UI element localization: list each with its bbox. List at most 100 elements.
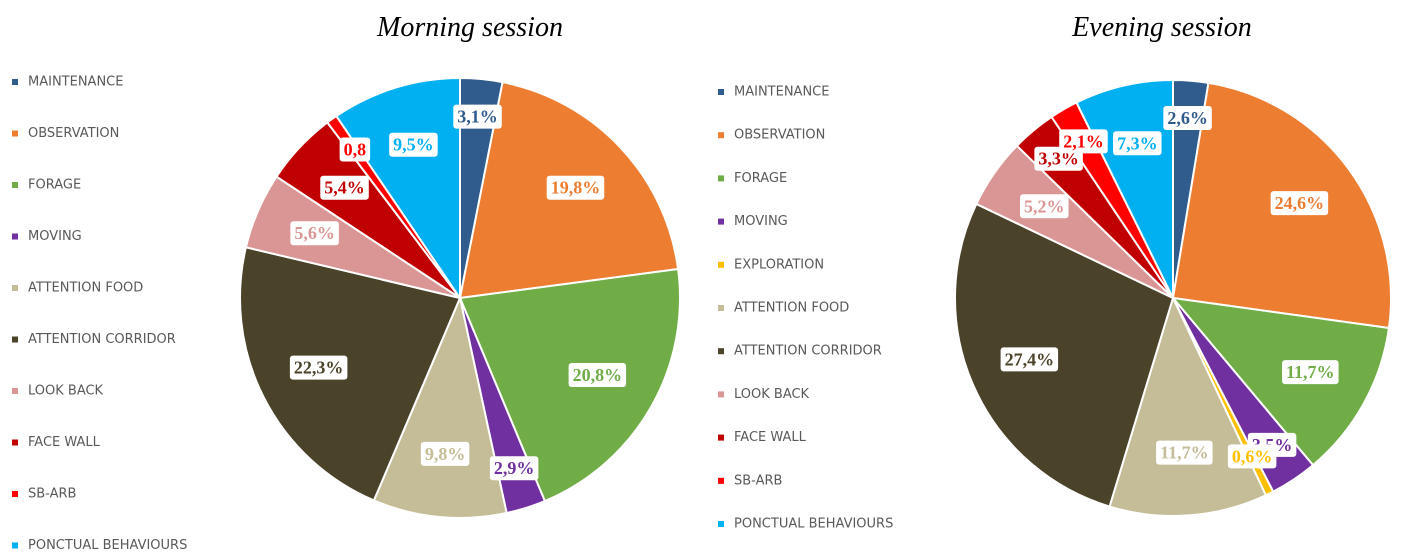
- value-label: 20,8%: [568, 363, 627, 388]
- legend-swatch: [718, 434, 724, 441]
- value-label: 2,9%: [489, 456, 539, 481]
- value-label: 11,7%: [1282, 360, 1339, 385]
- value-label-text: 3,3%: [1038, 149, 1079, 169]
- value-label-box: [1270, 191, 1329, 216]
- legend-swatch: [718, 391, 724, 398]
- legend-swatch: [12, 388, 18, 394]
- legend-swatch: [718, 89, 724, 95]
- value-label: 3,1%: [453, 104, 502, 129]
- legend-label: SB-ARB: [28, 487, 76, 502]
- legend-label: ATTENTION FOOD: [734, 301, 849, 316]
- value-label-text: 24,6%: [1275, 193, 1325, 213]
- value-label-text: 5,4%: [324, 178, 365, 198]
- value-label: 0,8: [339, 137, 371, 162]
- legend-swatch: [12, 79, 18, 85]
- value-label: 24,6%: [1270, 191, 1329, 216]
- value-label: 0,6%: [1227, 444, 1277, 469]
- legend-label: FORAGE: [28, 178, 81, 193]
- legend-label: MOVING: [734, 214, 788, 229]
- legend-swatch: [718, 348, 724, 355]
- value-label: 2,6%: [1163, 105, 1212, 130]
- legend-label: OBSERVATION: [28, 126, 119, 141]
- value-label-text: 20,8%: [573, 365, 623, 385]
- value-label-text: 11,7%: [1160, 443, 1209, 463]
- value-label: 9,5%: [389, 132, 438, 157]
- legend-swatch: [12, 439, 18, 446]
- legend-swatch: [718, 305, 724, 311]
- value-label: 7,3%: [1113, 131, 1162, 156]
- pie-slice: [239, 246, 462, 502]
- legend-label: ATTENTION CORRIDOR: [28, 332, 176, 347]
- value-label-text: 19,8%: [551, 178, 601, 198]
- legend-label: FORAGE: [734, 171, 787, 186]
- value-label: 9,8%: [420, 441, 470, 466]
- legend-swatch: [12, 130, 18, 137]
- legend-label: ATTENTION FOOD: [28, 281, 143, 296]
- value-label-box: [420, 441, 470, 466]
- value-label-text: 22,3%: [294, 358, 344, 378]
- legend-swatch: [718, 175, 724, 182]
- pie-slice: [1108, 295, 1268, 517]
- legend-label: EXPLORATION: [734, 257, 824, 272]
- value-label-text: 2,9%: [494, 458, 535, 478]
- value-label: 11,7%: [1156, 440, 1213, 465]
- legend-label: FACE WALL: [734, 430, 807, 445]
- legend-label: OBSERVATION: [734, 128, 825, 143]
- legend-label: SB-ARB: [734, 473, 782, 488]
- value-label-box: [1113, 131, 1162, 156]
- value-label-box: [1059, 129, 1108, 154]
- value-label-text: 2,6%: [1167, 108, 1208, 128]
- legend-label: PONCTUAL BEHAVIOURS: [28, 538, 187, 553]
- value-label-box: [290, 221, 339, 246]
- legend-swatch: [12, 285, 18, 291]
- value-label-box: [568, 363, 627, 388]
- chart-title: Morning session: [376, 12, 563, 43]
- value-label-box: [289, 355, 348, 380]
- value-label-text: 0,6%: [1232, 446, 1273, 466]
- value-label-text: 27,4%: [1005, 349, 1055, 369]
- legend-swatch: [12, 336, 18, 343]
- value-label: 5,2%: [1020, 194, 1069, 219]
- value-label-box: [453, 104, 502, 129]
- legend-swatch: [718, 261, 724, 268]
- legend-label: MOVING: [28, 229, 82, 244]
- legend-label: PONCTUAL BEHAVIOURS: [734, 517, 893, 532]
- value-label-box: [489, 456, 539, 481]
- value-label-box: [339, 137, 371, 162]
- legend-label: LOOK BACK: [734, 387, 810, 402]
- value-label-box: [1227, 444, 1277, 469]
- value-label: 27,4%: [1000, 347, 1059, 372]
- value-label-box: [546, 175, 605, 200]
- value-label-box: [1163, 105, 1212, 130]
- value-label-box: [1156, 440, 1213, 465]
- legend-swatch: [718, 218, 724, 225]
- value-label-box: [320, 175, 369, 200]
- value-label-text: 3,1%: [457, 107, 498, 127]
- legend-swatch: [718, 521, 724, 527]
- value-label: 5,4%: [320, 175, 369, 200]
- value-label-box: [1282, 360, 1339, 385]
- value-label-text: 7,3%: [1117, 133, 1158, 153]
- value-label-text: 9,8%: [425, 444, 466, 464]
- value-label-box: [1020, 194, 1069, 219]
- pie-slice: [372, 294, 508, 519]
- value-label: 2,1%: [1059, 129, 1108, 154]
- value-label-text: 5,2%: [1024, 196, 1065, 216]
- pie-slice: [954, 202, 1175, 508]
- value-label-text: 11,7%: [1286, 362, 1335, 382]
- value-label-text: 0,8: [344, 140, 367, 160]
- legend-swatch: [12, 182, 18, 188]
- pie-slice: [1170, 296, 1391, 467]
- legend-label: MAINTENANCE: [734, 85, 829, 100]
- value-label-text: 5,6%: [294, 223, 335, 243]
- legend-label: FACE WALL: [28, 435, 101, 450]
- legend-label: LOOK BACK: [28, 384, 104, 399]
- legend-swatch: [718, 132, 724, 139]
- value-label: 19,8%: [546, 175, 605, 200]
- legend-label: ATTENTION CORRIDOR: [734, 344, 882, 359]
- value-label-box: [389, 132, 438, 157]
- legend-swatch: [12, 542, 18, 549]
- value-label-box: [1000, 347, 1059, 372]
- value-label: 5,6%: [290, 221, 339, 246]
